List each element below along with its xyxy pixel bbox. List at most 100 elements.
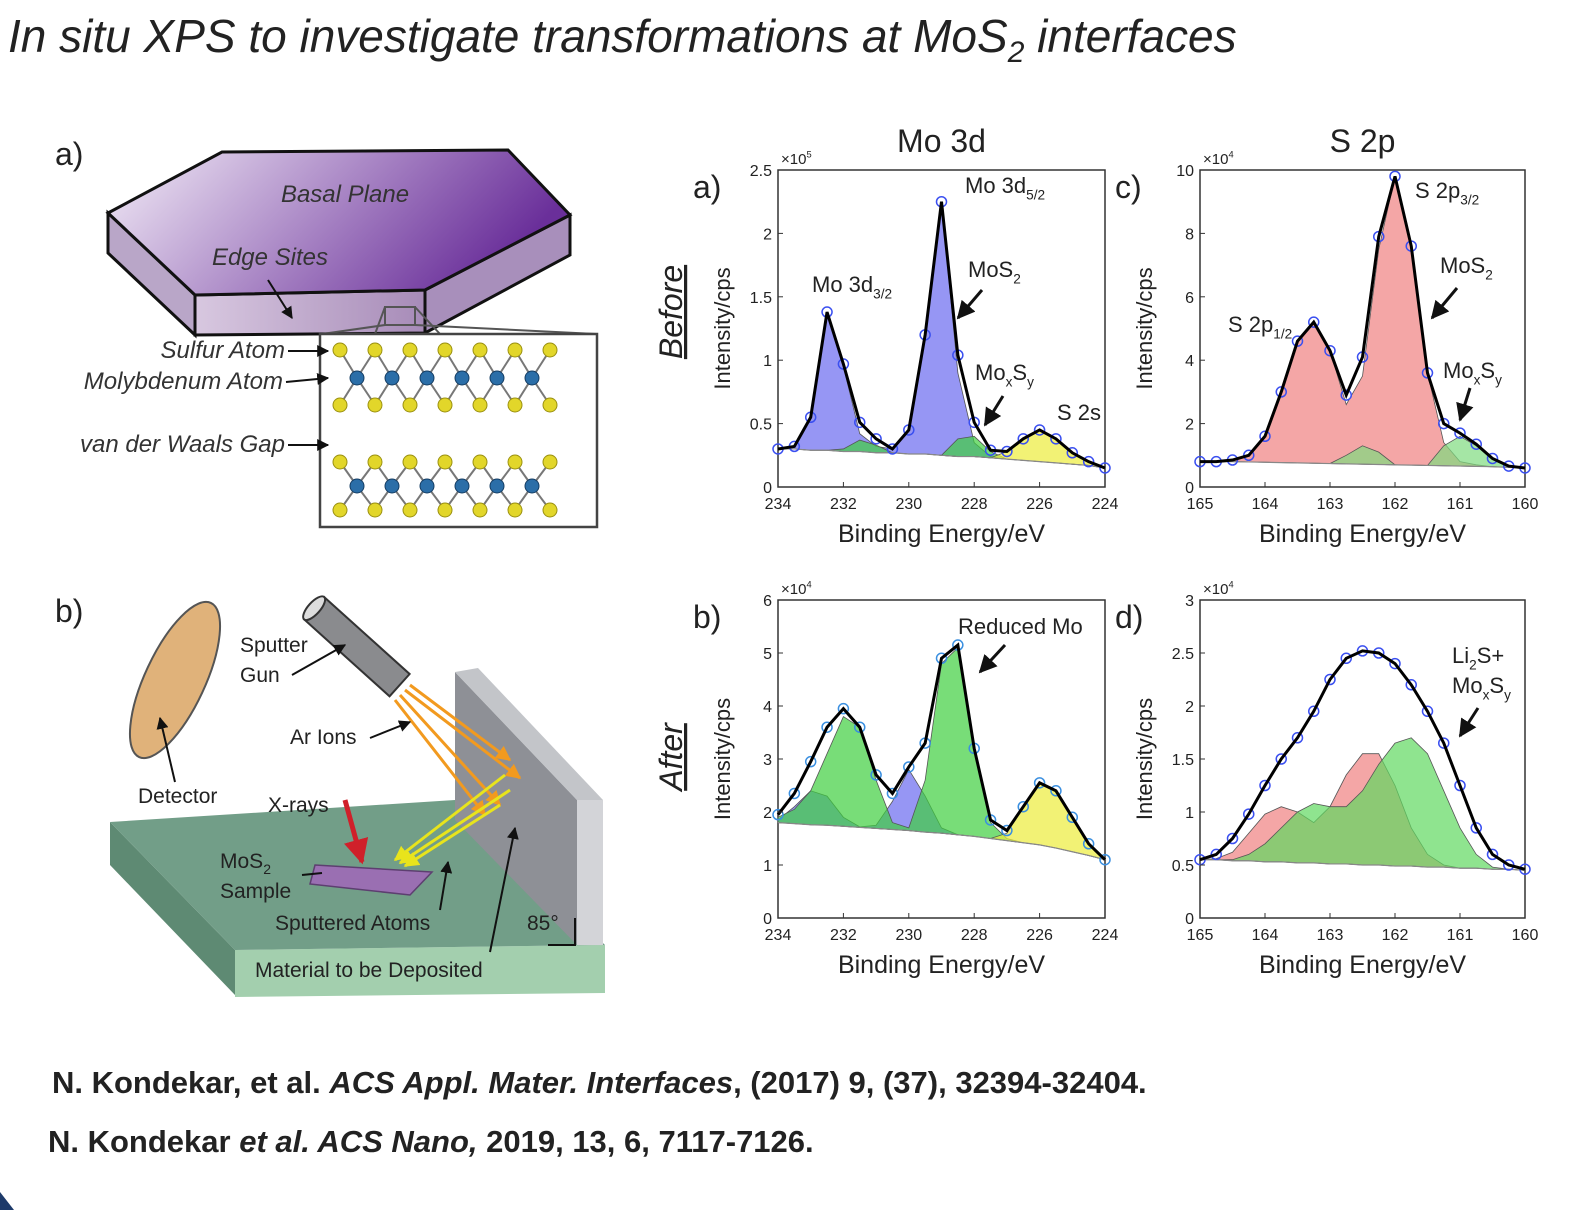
label: Material to be Deposited <box>255 959 483 982</box>
label: Ar Ions <box>290 726 357 749</box>
sulfur-atom <box>403 398 417 412</box>
subscript: 3/2 <box>873 287 892 302</box>
panel-label: a) <box>693 169 721 205</box>
citation-part: 2019, 13, 6, 7117-7126. <box>478 1124 814 1159</box>
molybdenum-atom <box>385 479 399 493</box>
zoom-line <box>415 325 596 334</box>
panel-label: d) <box>1115 599 1143 635</box>
sulfur-atom <box>508 455 522 469</box>
molybdenum-atom <box>350 479 364 493</box>
citation: N. Kondekar, et al. ACS Appl. Mater. Int… <box>52 1065 1147 1100</box>
x-tick-label: 226 <box>1026 927 1053 944</box>
x-tick-label: 163 <box>1317 927 1344 944</box>
text-part: ×10 <box>781 581 806 598</box>
x-tick-label: 162 <box>1382 927 1409 944</box>
x-tick-label: 164 <box>1252 927 1279 944</box>
subscript: 5/2 <box>1026 188 1045 203</box>
text-part: Reduced Mo <box>958 614 1083 639</box>
y-tick-label: 4 <box>763 699 772 716</box>
x-tick-label: 224 <box>1092 927 1119 944</box>
y-tick-label: 1 <box>763 858 772 875</box>
x-tick-label: 228 <box>961 496 988 513</box>
label-subscript: 2 <box>263 861 271 877</box>
y-tick-label: 0 <box>1185 480 1194 497</box>
x-tick-label: 234 <box>765 927 792 944</box>
x-tick-label: 163 <box>1317 496 1344 513</box>
text-part: MoS <box>1440 253 1485 278</box>
title-text: interfaces <box>1024 10 1236 62</box>
citation-part: ACS Appl. Mater. Interfaces <box>328 1065 733 1100</box>
y-axis-label: Intensity/cps <box>710 267 735 389</box>
chart-title: S 2p <box>1330 123 1396 159</box>
x-tick-label: 234 <box>765 496 792 513</box>
y-tick-label: 0.5 <box>750 417 772 434</box>
annotation: S 2s <box>1057 400 1101 425</box>
subscript: 2 <box>1485 268 1493 283</box>
sulfur-atom <box>543 455 557 469</box>
y-tick-label: 6 <box>1185 290 1194 307</box>
y-tick-label: 2 <box>1185 699 1194 716</box>
subscript: 3/2 <box>1460 193 1479 208</box>
citation-part: , (2017) 9, (37), 32394-32404. <box>733 1065 1147 1100</box>
label: Molybdenum Atom <box>84 368 283 395</box>
text-part: Mo 3d <box>812 272 873 297</box>
molybdenum-atom <box>525 371 539 385</box>
x-tick-label: 230 <box>895 496 922 513</box>
sulfur-atom <box>473 455 487 469</box>
sulfur-atom <box>473 343 487 357</box>
wall-side <box>577 800 603 945</box>
corner-decoration <box>0 1192 14 1210</box>
annotation: Reduced Mo <box>958 614 1083 639</box>
label: X-rays <box>268 794 329 817</box>
subscript: 5 <box>806 149 811 159</box>
sputter-gun <box>300 593 410 696</box>
x-tick-label: 164 <box>1252 496 1279 513</box>
y-tick-label: 2 <box>763 226 772 243</box>
sulfur-atom <box>508 398 522 412</box>
sulfur-atom <box>368 455 382 469</box>
y-tick-label: 1 <box>1185 805 1194 822</box>
subscript: y <box>1027 375 1034 390</box>
slide-title: In situ XPS to investigate transformatio… <box>8 10 1237 69</box>
sulfur-atom <box>368 343 382 357</box>
y-tick-label: 0 <box>763 480 772 497</box>
x-axis-label: Binding Energy/eV <box>1259 951 1466 979</box>
x-axis-label: Binding Energy/eV <box>838 520 1045 548</box>
subscript: 2 <box>1469 658 1477 673</box>
y-tick-label: 4 <box>1185 353 1194 370</box>
subscript: 4 <box>806 579 811 589</box>
text-part: S+ <box>1477 643 1505 668</box>
sulfur-atom <box>543 398 557 412</box>
title-subscript: 2 <box>1007 36 1025 69</box>
sulfur-atom <box>403 343 417 357</box>
y-tick-label: 1 <box>763 353 772 370</box>
sulfur-atom <box>473 398 487 412</box>
label: Detector <box>138 785 217 808</box>
molybdenum-atom <box>420 479 434 493</box>
label: Basal Plane <box>281 181 409 208</box>
row-label: After <box>653 722 689 793</box>
text-part: Mo <box>1452 673 1483 698</box>
y-tick-label: 8 <box>1185 226 1194 243</box>
text-part: MoS <box>968 257 1013 282</box>
text-part: S <box>1489 673 1504 698</box>
label-text: MoS <box>220 850 263 873</box>
subscript: 4 <box>1228 579 1233 589</box>
y-tick-label: 5 <box>763 646 772 663</box>
text-part: ×10 <box>1203 581 1228 598</box>
citation-part: N. Kondekar <box>48 1124 239 1159</box>
text-part: ×10 <box>1203 151 1228 168</box>
citation-part: N. Kondekar, et al. <box>52 1065 329 1100</box>
sulfur-atom <box>543 503 557 517</box>
subscript: y <box>1495 373 1502 388</box>
text-part: ×10 <box>781 151 806 168</box>
x-tick-label: 160 <box>1512 496 1539 513</box>
text-part: Mo 3d <box>965 173 1026 198</box>
y-tick-label: 2 <box>763 805 772 822</box>
hex-front-face <box>195 290 425 335</box>
y-tick-label: 3 <box>1185 593 1194 610</box>
y-axis-label: Intensity/cps <box>1132 698 1157 820</box>
text-part: Mo <box>975 360 1006 385</box>
y-tick-label: 2 <box>1185 417 1194 434</box>
x-tick-label: 165 <box>1187 496 1214 513</box>
